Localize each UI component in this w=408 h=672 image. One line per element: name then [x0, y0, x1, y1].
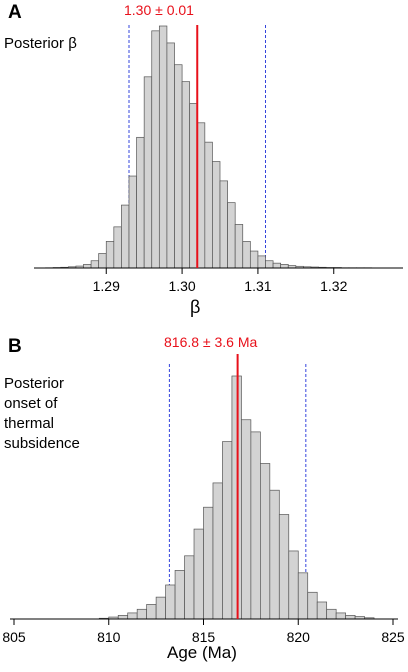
- age-bar: [127, 612, 138, 620]
- age-bar: [117, 615, 129, 620]
- age-bar: [155, 596, 166, 620]
- posterior-onset-label: Posterior onset of thermal subsidence: [4, 374, 80, 454]
- age-bar: [146, 604, 157, 620]
- age-bar: [203, 506, 214, 620]
- age-bar: [174, 570, 185, 620]
- age-bar: [316, 601, 328, 620]
- panel-letter-a: A: [8, 2, 22, 23]
- age-bar: [260, 463, 271, 620]
- beta-bar: [174, 64, 183, 269]
- beta-bar: [196, 122, 206, 269]
- beta-bar: [136, 136, 145, 269]
- histogram-onset-age: 805 810 815 820 825: [2, 354, 405, 645]
- beta-bar: [98, 253, 107, 269]
- beta-bar: [83, 264, 92, 269]
- beta-bar: [189, 103, 198, 269]
- beta-bar: [158, 25, 168, 269]
- age-tick-label: 820: [287, 629, 311, 645]
- beta-tick-label: 1.31: [244, 278, 271, 294]
- age-tick-label: 805: [2, 629, 26, 645]
- beta-bar: [105, 241, 115, 269]
- age-bar: [184, 555, 195, 620]
- age-bar: [222, 441, 233, 620]
- beta-estimate-label: 1.30 ± 0.01: [124, 2, 194, 18]
- posterior-beta-label: Posterior β: [4, 35, 77, 52]
- age-tick-label: 810: [97, 629, 121, 645]
- age-bar: [241, 419, 252, 620]
- histogram-beta: 1.29 1.30 1.31 1.32: [34, 25, 403, 294]
- beta-bar: [128, 175, 137, 269]
- beta-bar: [257, 255, 266, 269]
- beta-bar: [143, 76, 153, 269]
- side-label-line: subsidence: [4, 435, 80, 452]
- age-tick-label: 825: [381, 629, 405, 645]
- beta-bar: [249, 250, 259, 269]
- panel-letter-b: B: [8, 336, 22, 357]
- age-bar: [193, 528, 204, 620]
- age-estimate-label: 816.8 ± 3.6 Ma: [164, 334, 258, 350]
- age-bar: [307, 591, 318, 620]
- beta-tick-label: 1.32: [320, 278, 347, 294]
- age-bar: [326, 608, 337, 620]
- beta-bar: [121, 204, 130, 269]
- beta-bar: [242, 241, 251, 269]
- beta-bar: [113, 226, 122, 269]
- age-bar: [165, 584, 176, 620]
- age-bar: [335, 612, 346, 620]
- x-axis-title-beta: β: [190, 297, 201, 317]
- age-bar: [269, 489, 280, 620]
- beta-bar: [90, 260, 100, 269]
- beta-bar: [265, 260, 274, 269]
- age-bar: [278, 514, 290, 620]
- panel-b: 805 810 815 820 825 B Posterior onset of the…: [0, 332, 408, 672]
- beta-bar: [181, 81, 191, 269]
- age-bar: [212, 482, 223, 620]
- x-axis-title-age: Age (Ma): [167, 643, 237, 662]
- age-bar: [297, 572, 309, 620]
- beta-bar: [234, 224, 244, 269]
- beta-bar: [219, 180, 228, 269]
- age-bar: [288, 550, 299, 620]
- beta-bar: [280, 264, 289, 269]
- side-label-line: thermal: [4, 415, 55, 432]
- beta-bar: [212, 161, 221, 269]
- age-bar: [250, 431, 261, 620]
- beta-tick-label: 1.29: [93, 278, 120, 294]
- side-label-line: onset of: [4, 395, 58, 412]
- beta-bar: [204, 141, 213, 269]
- beta-bar: [272, 262, 282, 269]
- beta-bar: [166, 42, 175, 269]
- panel-a: 1.29 1.30 1.31 1.32 A Posterior β 1.30 ± 0.…: [0, 0, 408, 330]
- beta-tick-label: 1.30: [168, 278, 195, 294]
- age-bar: [136, 608, 148, 620]
- side-label-line: Posterior: [4, 375, 65, 392]
- beta-bar: [227, 202, 236, 269]
- beta-bar: [151, 30, 160, 269]
- age-bar: [345, 615, 356, 620]
- age-tick-label: 815: [192, 629, 216, 645]
